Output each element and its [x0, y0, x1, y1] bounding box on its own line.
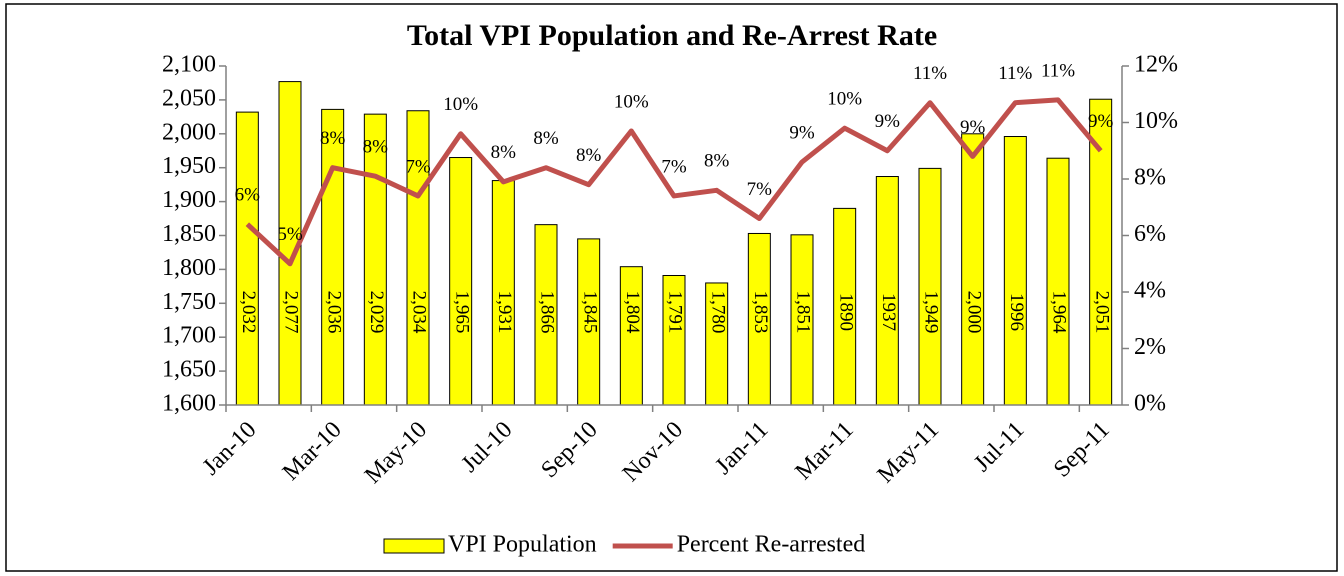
line: [245, 97, 1103, 267]
bar-value-label: 1,851: [793, 291, 814, 334]
y2-tick-label: 10%: [1134, 108, 1178, 134]
y2-tick-label: 8%: [1134, 165, 1166, 191]
line-value-label: 8%: [704, 151, 730, 172]
line-value-label: 8%: [320, 128, 346, 149]
legend-label: Percent Re-arrested: [677, 532, 866, 558]
y-tick-label: 2,000: [162, 119, 216, 145]
line-value-label: 6%: [235, 185, 261, 206]
bar-value-label: 1,853: [750, 291, 771, 334]
bar: [961, 133, 985, 406]
line-value-label: 5%: [277, 224, 303, 245]
bar-value-label: 1,866: [537, 291, 558, 334]
y-tick-label: 1,800: [162, 255, 216, 281]
line-value-label: 9%: [960, 117, 986, 138]
y-tick-label: 2,100: [162, 52, 216, 78]
line-value-label: 7%: [405, 156, 431, 177]
bar: [1046, 157, 1070, 406]
bar-value-label: 1,804: [622, 291, 643, 334]
bar-value-label: 2,032: [238, 291, 259, 334]
bar-value-label: 1,949: [921, 291, 942, 334]
y-tick-label: 1,850: [162, 221, 216, 247]
y-tick-label: 2,050: [162, 85, 216, 111]
y2-tick-label: 6%: [1134, 221, 1166, 247]
bar-value-label: 2,077: [281, 291, 302, 334]
y2-tick-label: 4%: [1134, 278, 1166, 304]
line-value-label: 8%: [363, 137, 389, 158]
y2-tick-label: 12%: [1134, 52, 1178, 78]
bar-value-label: 1890: [835, 293, 856, 331]
line-value-label: 9%: [1088, 111, 1114, 132]
line-value-label: 9%: [789, 122, 815, 143]
bar-value-label: 1,931: [494, 291, 515, 334]
legend-swatch: [383, 538, 445, 554]
line-value-label: 10%: [827, 89, 862, 110]
line-value-label: 8%: [533, 128, 559, 149]
line-value-label: 8%: [576, 145, 602, 166]
bar-value-label: 1996: [1006, 293, 1027, 331]
bar-value-label: 2,051: [1091, 291, 1112, 334]
bar: [449, 157, 473, 406]
line-value-label: 9%: [875, 111, 901, 132]
bar-value-label: 2,000: [963, 291, 984, 334]
line-value-label: 11%: [1041, 60, 1075, 81]
y-tick-label: 1,650: [162, 357, 216, 383]
bar: [363, 113, 387, 406]
y-tick-label: 1,950: [162, 153, 216, 179]
bar-value-label: 1,845: [579, 291, 600, 334]
line-value-label: 11%: [913, 63, 947, 84]
bar-value-label: 1937: [878, 293, 899, 331]
chart-title: Total VPI Population and Re-Arrest Rate: [407, 19, 937, 52]
y-tick-label: 1,900: [162, 187, 216, 213]
bar-value-label: 1,791: [665, 291, 686, 334]
bar-value-label: 2,036: [323, 291, 344, 334]
bar-value-label: 1,964: [1049, 291, 1070, 334]
line-value-label: 7%: [747, 179, 773, 200]
line-value-label: 7%: [661, 156, 687, 177]
y2-tick-label: 2%: [1134, 334, 1166, 360]
bar-value-label: 2,029: [366, 291, 387, 334]
bar: [918, 167, 942, 406]
y-tick-label: 1,600: [162, 391, 216, 417]
bar: [235, 111, 259, 406]
bar: [875, 176, 899, 406]
bar: [321, 108, 345, 406]
y-tick-label: 1,700: [162, 323, 216, 349]
line-value-label: 11%: [998, 63, 1032, 84]
bar: [1003, 136, 1027, 406]
bar-value-label: 1,780: [707, 291, 728, 334]
y-tick-label: 1,750: [162, 289, 216, 315]
bar: [406, 110, 430, 406]
line-value-label: 10%: [614, 91, 649, 112]
y2-tick-label: 0%: [1134, 391, 1166, 417]
line-value-label: 10%: [443, 94, 478, 115]
bar-value-label: 2,034: [409, 291, 430, 334]
legend-label: VPI Population: [448, 532, 597, 558]
line-value-label: 8%: [491, 142, 517, 163]
bar: [619, 266, 643, 406]
bar-value-label: 1,965: [451, 291, 472, 334]
